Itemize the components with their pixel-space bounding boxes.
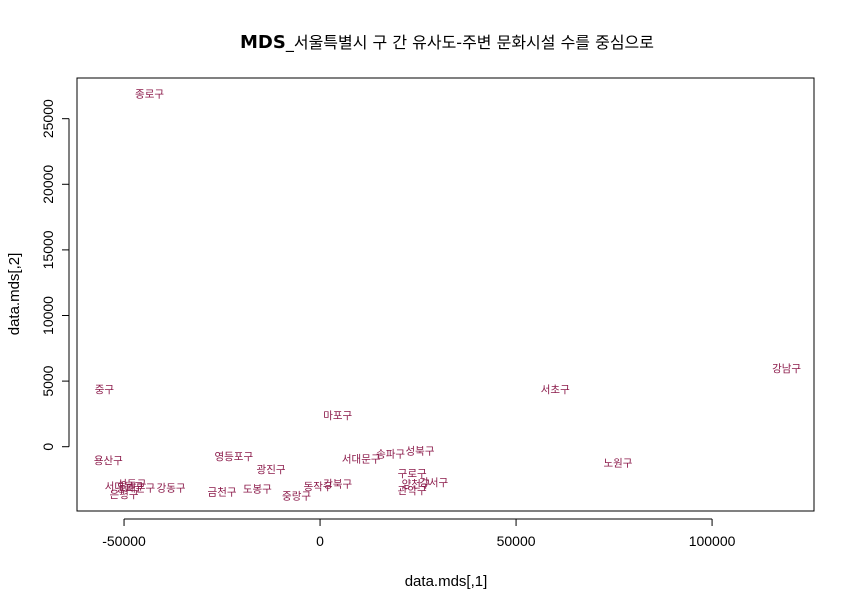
x-tick-label: 0 xyxy=(316,533,324,549)
point-label: 성동구 xyxy=(117,478,146,490)
point-label: 성북구 xyxy=(406,446,435,458)
y-tick-label: 15000 xyxy=(40,230,56,269)
x-tick-label: 50000 xyxy=(497,533,536,549)
point-label: 중구 xyxy=(95,384,115,396)
y-tick-label: 25000 xyxy=(40,99,56,138)
point-label: 관악구 xyxy=(398,485,427,497)
point-label: 광진구 xyxy=(257,464,286,476)
point-label: 구로구 xyxy=(398,468,427,480)
chart-title-rest: _서울특별시 구 간 유사도-주변 문화시설 수를 중심으로 xyxy=(285,33,654,53)
point-label: 용산구 xyxy=(94,455,123,467)
x-tick-label: -50000 xyxy=(102,533,146,549)
point-label: 강북구 xyxy=(323,478,352,490)
point-label: 서대문구 xyxy=(105,481,144,493)
point-label: 영등포구 xyxy=(214,451,253,463)
x-tick-label: 100000 xyxy=(689,533,736,549)
point-label: 도봉구 xyxy=(243,484,272,496)
point-label: 동대문구 xyxy=(116,482,155,494)
y-axis: 0 5000 10000 15000 20000 25000 xyxy=(40,99,70,451)
point-label: 노원구 xyxy=(603,457,632,469)
point-label: 은평구 xyxy=(110,489,139,501)
point-label: 서대문구 xyxy=(342,454,381,466)
point-label: 강남구 xyxy=(772,363,801,375)
point-label: 금천구 xyxy=(208,486,237,498)
point-label: 종로구 xyxy=(135,89,164,101)
point-label: 동작구 xyxy=(304,481,333,493)
chart-title-bold: MDS xyxy=(240,32,286,53)
point-label: 서초구 xyxy=(541,384,570,396)
y-tick-label: 5000 xyxy=(40,365,56,396)
chart-title: MDS_서울특별시 구 간 유사도-주변 문화시설 수를 중심으로 xyxy=(240,32,654,53)
point-label: 중랑구 xyxy=(282,490,311,502)
point-label: 양천구 xyxy=(402,478,431,490)
point-label: 강서구 xyxy=(419,477,448,489)
x-axis-label: data.mds[,1] xyxy=(405,573,488,590)
x-axis: -50000 0 50000 100000 xyxy=(102,518,736,549)
point-label: 송파구 xyxy=(376,448,405,460)
y-tick-label: 0 xyxy=(40,443,56,451)
y-tick-label: 10000 xyxy=(40,296,56,335)
y-axis-label: data.mds[,2] xyxy=(6,253,23,336)
point-label: 강동구 xyxy=(157,482,186,494)
plot-frame xyxy=(76,77,815,512)
point-label: 마포구 xyxy=(323,410,352,422)
y-tick-label: 20000 xyxy=(40,165,56,204)
